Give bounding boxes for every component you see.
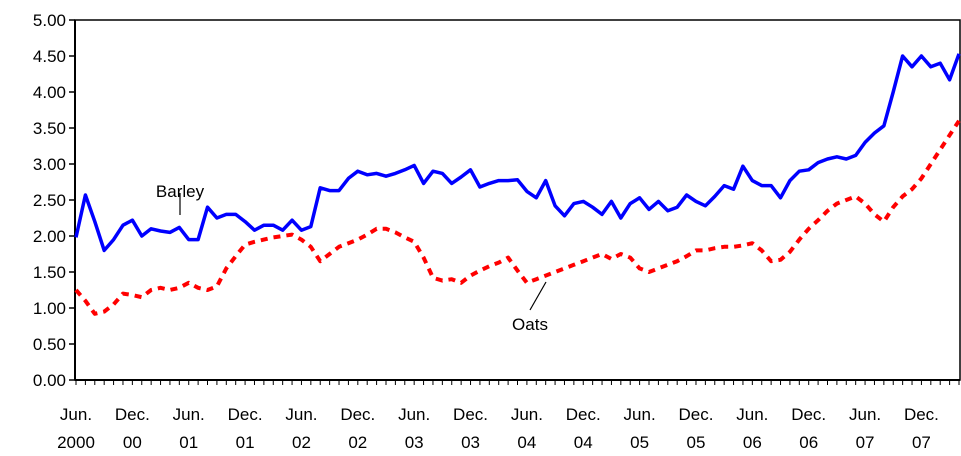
y-tick-label: 0.50: [33, 335, 66, 354]
oats-annotation: Oats: [512, 315, 548, 334]
x-tick-label: Dec. 02: [340, 405, 375, 452]
x-tick-label: Jun. 05: [624, 405, 656, 452]
x-tick-label: Jun. 07: [849, 405, 881, 452]
y-tick-label: 5.00: [33, 11, 66, 30]
y-tick-label: 4.00: [33, 83, 66, 102]
x-tick-label: Jun. 2000: [57, 405, 95, 452]
y-tick-label: 2.50: [33, 191, 66, 210]
x-tick-label: Dec. 03: [453, 405, 488, 452]
x-tick-label: Jun. 03: [398, 405, 430, 452]
x-tick-label: Dec. 01: [228, 405, 263, 452]
x-tick-label: Dec. 06: [791, 405, 826, 452]
y-tick-label: 1.50: [33, 263, 66, 282]
series-line: [74, 119, 961, 316]
x-tick-label: Jun. 04: [511, 405, 543, 452]
y-tick-label: 1.00: [33, 299, 66, 318]
x-tick-label: Dec. 04: [566, 405, 601, 452]
y-tick-label: 3.50: [33, 119, 66, 138]
x-tick-label: Dec. 05: [678, 405, 713, 452]
y-tick-label: 3.00: [33, 155, 66, 174]
y-tick-label: 2.00: [33, 227, 66, 246]
x-tick-label: Dec. 07: [904, 405, 939, 452]
x-tick-label: Jun. 02: [285, 405, 317, 452]
y-tick-label: 4.50: [33, 47, 66, 66]
y-tick-label: 0.00: [33, 371, 66, 390]
x-tick-label: Jun. 06: [736, 405, 768, 452]
series-line: [74, 53, 961, 253]
x-tick-label: Dec. 00: [115, 405, 150, 452]
barley-annotation: Barley: [156, 182, 205, 201]
x-tick-label: Jun. 01: [173, 405, 205, 452]
oats-pointer: [529, 281, 547, 311]
